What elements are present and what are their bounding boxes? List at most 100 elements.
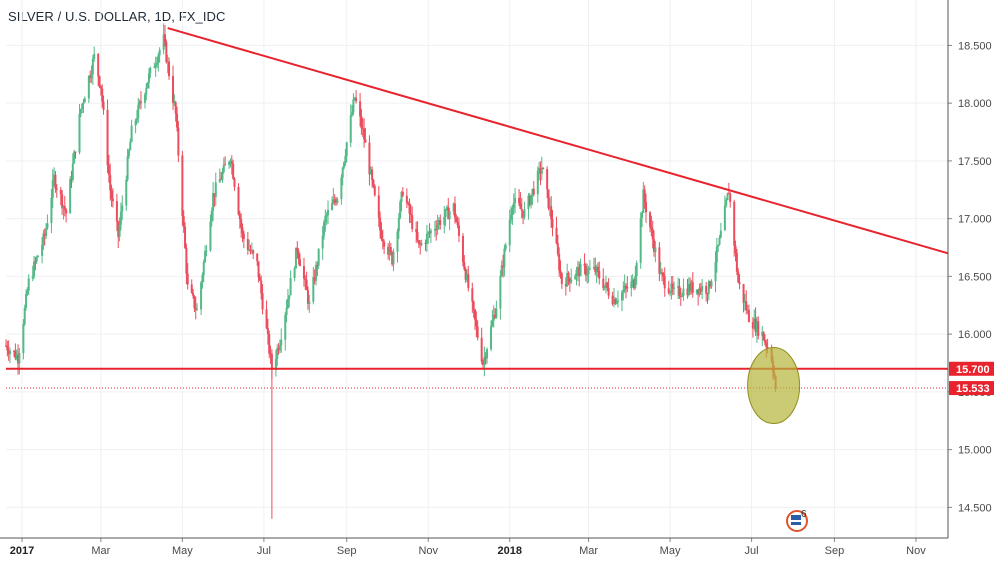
candle-up	[153, 67, 156, 69]
candle-down	[363, 128, 366, 140]
x-tick-label: Jul	[257, 545, 271, 557]
candle-down	[727, 193, 730, 195]
candle-down	[54, 174, 57, 189]
y-tick-label: 18.500	[958, 40, 992, 52]
candle-down	[547, 189, 550, 209]
candle-up	[425, 233, 428, 244]
y-tick-label: 18.000	[958, 98, 992, 110]
candle-down	[368, 142, 371, 175]
candle-up	[695, 289, 698, 293]
candle-down	[697, 289, 700, 295]
y-tick-label: 14.500	[958, 502, 992, 514]
candle-down	[61, 194, 64, 209]
price-label: 15.533	[956, 383, 990, 395]
candle-down	[258, 277, 261, 281]
candle-up	[436, 224, 439, 230]
candle-up	[437, 220, 440, 225]
candle-up	[331, 203, 334, 211]
x-tick-label: 2017	[10, 545, 34, 557]
candle-up	[274, 358, 277, 370]
candle-up	[491, 320, 494, 327]
candle-down	[249, 249, 252, 252]
candle-up	[620, 292, 623, 301]
candle-down	[467, 274, 470, 289]
candle-up	[486, 349, 489, 359]
candle-up	[452, 203, 455, 212]
candle-down	[520, 208, 523, 211]
candle-down	[482, 361, 485, 366]
candle-down	[475, 319, 478, 327]
candle-up	[654, 247, 657, 253]
highlight-circle	[747, 347, 801, 425]
candle-down	[371, 169, 374, 181]
candle-up	[420, 242, 423, 245]
candle-down	[689, 284, 692, 292]
candle-up	[753, 318, 756, 329]
candle-down	[172, 76, 175, 103]
y-tick-label: 16.000	[958, 329, 992, 341]
candle-up	[345, 142, 348, 156]
candle-up	[623, 285, 626, 291]
candle-down	[602, 278, 605, 289]
candle-up	[324, 215, 327, 223]
candle-down	[435, 229, 438, 231]
candle-up	[429, 230, 432, 234]
candle-up	[483, 357, 486, 366]
candle-up	[332, 199, 335, 204]
candle-down	[401, 191, 404, 196]
candle-down	[439, 220, 442, 225]
candles	[5, 23, 777, 519]
candle-down	[176, 113, 179, 128]
candle-down	[242, 233, 245, 240]
candle-up	[83, 98, 86, 103]
candle-down	[583, 263, 586, 266]
candle-down	[109, 174, 112, 191]
candle-down	[528, 195, 531, 205]
candle-up	[146, 82, 149, 88]
candle-up	[512, 202, 515, 208]
candle-down	[645, 202, 648, 213]
candle-down	[379, 217, 382, 231]
candle-up	[33, 261, 36, 277]
candle-down	[667, 288, 670, 294]
candle-down	[405, 195, 408, 204]
candle-up	[576, 267, 579, 270]
candle-up	[511, 207, 514, 215]
candle-up	[746, 309, 749, 311]
candle-up	[25, 294, 28, 308]
candle-up	[248, 249, 251, 251]
candle-up	[73, 151, 76, 164]
candle-down	[6, 345, 9, 351]
candle-up	[22, 324, 25, 354]
candle-down	[232, 163, 235, 179]
candle-down	[270, 353, 273, 370]
candle-up	[158, 49, 161, 56]
candle-down	[409, 213, 412, 215]
candle-down	[650, 226, 653, 230]
candle-up	[719, 230, 722, 238]
candle-up	[321, 235, 324, 249]
candle-up	[400, 191, 403, 202]
candle-down	[661, 272, 664, 274]
candle-up	[166, 61, 169, 63]
candle-up	[51, 179, 54, 198]
candle-up	[119, 211, 122, 225]
chart-title: SILVER / U.S. DOLLAR, 1D, FX_IDC	[8, 9, 226, 24]
candle-up	[344, 155, 347, 163]
candle-down	[304, 278, 307, 280]
candle-down	[476, 326, 479, 338]
candle-up	[42, 233, 45, 245]
candle-up	[690, 282, 693, 292]
candle-down	[643, 189, 646, 203]
candle-down	[260, 280, 263, 294]
candle-down	[7, 350, 10, 355]
candle-down	[428, 232, 431, 234]
candle-down	[174, 102, 177, 114]
candle-down	[633, 279, 635, 289]
candle-down	[333, 199, 336, 202]
candle-up	[444, 209, 447, 217]
candle-down	[691, 282, 694, 293]
candle-up	[308, 301, 311, 304]
candle-up	[218, 179, 221, 183]
